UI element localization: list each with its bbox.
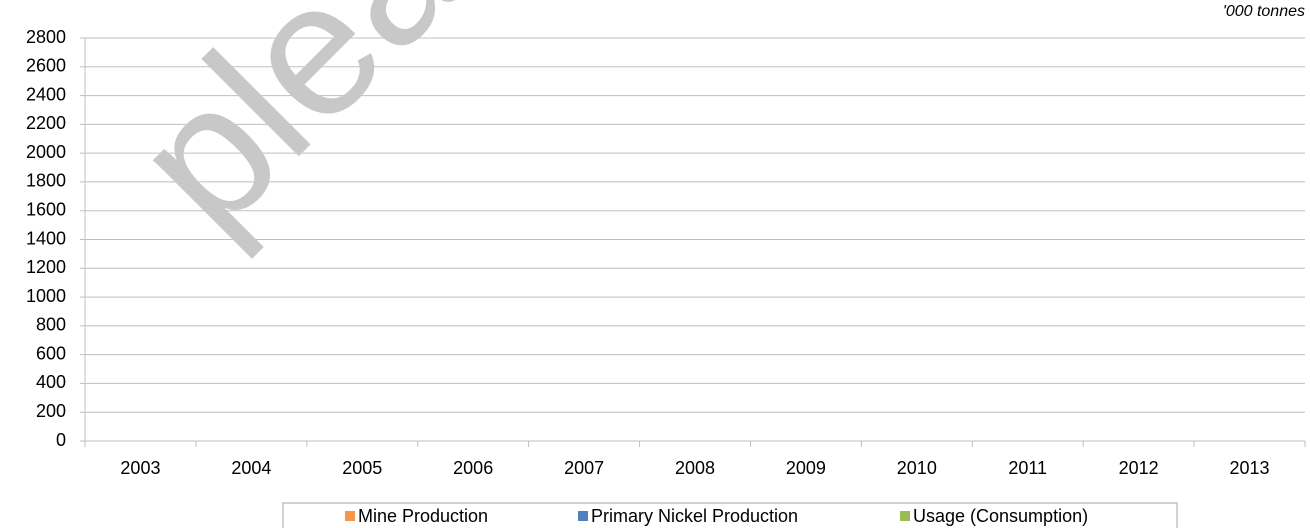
y-tick-label: 400: [36, 372, 66, 392]
legend-swatch: [345, 511, 355, 521]
x-tick-label: 2011: [1008, 458, 1047, 478]
unit-label: '000 tonnes: [1223, 3, 1305, 20]
y-tick-label: 1400: [26, 228, 66, 248]
x-tick-label: 2003: [120, 458, 160, 478]
x-tick-label: 2009: [786, 458, 826, 478]
y-tick-label: 2600: [26, 56, 66, 76]
legend-swatch: [578, 511, 588, 521]
x-tick-label: 2005: [342, 458, 382, 478]
y-tick-label: 0: [56, 430, 66, 450]
x-tick-label: 2010: [897, 458, 937, 478]
legend-label: Mine Production: [358, 506, 488, 526]
y-tick-label: 1600: [26, 199, 66, 219]
x-tick-label: 2008: [675, 458, 715, 478]
y-tick-label: 1200: [26, 257, 66, 277]
y-tick-label: 2800: [26, 27, 66, 47]
y-tick-label: 1800: [26, 171, 66, 191]
y-tick-label: 200: [36, 401, 66, 421]
legend-box: [282, 502, 1178, 528]
legend-label: Primary Nickel Production: [591, 506, 798, 526]
y-tick-label: 2000: [26, 142, 66, 162]
x-tick-label: 2013: [1230, 458, 1270, 478]
x-tick-label: 2007: [564, 458, 604, 478]
legend-label: Usage (Consumption): [913, 506, 1088, 526]
x-tick-label: 2004: [231, 458, 271, 478]
x-tick-label: 2006: [453, 458, 493, 478]
y-tick-label: 2200: [26, 113, 66, 133]
x-tick-label: 2012: [1119, 458, 1159, 478]
watermark: plea: [94, 0, 498, 269]
legend-swatch: [900, 511, 910, 521]
y-tick-label: 2400: [26, 84, 66, 104]
y-tick-label: 800: [36, 315, 66, 335]
y-tick-label: 600: [36, 343, 66, 363]
y-tick-label: 1000: [26, 286, 66, 306]
